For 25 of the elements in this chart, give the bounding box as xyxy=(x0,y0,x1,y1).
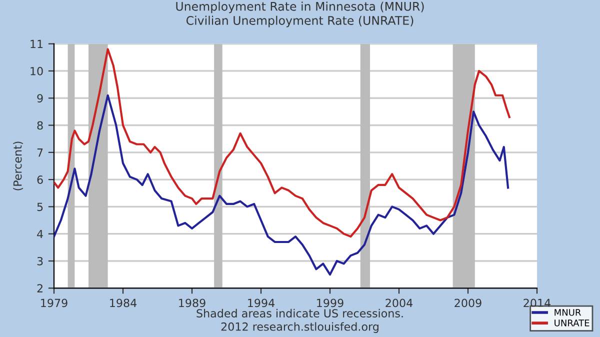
y-tick-label: 10 xyxy=(30,66,43,76)
x-tick-label: 2004 xyxy=(386,298,413,308)
y-tick-label: 11 xyxy=(30,40,43,48)
x-tick-label: 1979 xyxy=(41,298,68,308)
y-tick-label: 4 xyxy=(37,230,43,238)
y-tick-label: 8 xyxy=(37,121,43,130)
legend-label: MNUR xyxy=(554,309,581,316)
chart-title: Unemployment Rate in Minnesota (MNUR) Civilian Unemployment Rate (UNRATE) xyxy=(176,2,424,28)
y-tick-label: 3 xyxy=(37,256,43,266)
x-tick-label: 1999 xyxy=(317,298,344,308)
y-tick-label: 9 xyxy=(37,94,43,102)
legend-label: UNRATE xyxy=(554,320,590,326)
line-series xyxy=(54,94,510,276)
y-tick-label: 6 xyxy=(37,176,43,184)
x-tick-label: 1994 xyxy=(248,298,275,308)
text: Shaded areas indicate US recessions. 2012 research.stlouisfed.org xyxy=(196,308,403,333)
y-tick-label: 5 xyxy=(37,202,43,212)
x-tick-label: 1984 xyxy=(110,298,137,308)
y-tick-label: 2 xyxy=(37,284,42,292)
y-tick-label: 7 xyxy=(37,148,43,157)
y-axis-title: (Percent) xyxy=(13,142,24,190)
x-tick-label: 2014 xyxy=(524,298,551,308)
x-tick-label: 1989 xyxy=(179,298,206,308)
line-series xyxy=(54,48,510,238)
x-tick-label: 2009 xyxy=(454,298,482,308)
